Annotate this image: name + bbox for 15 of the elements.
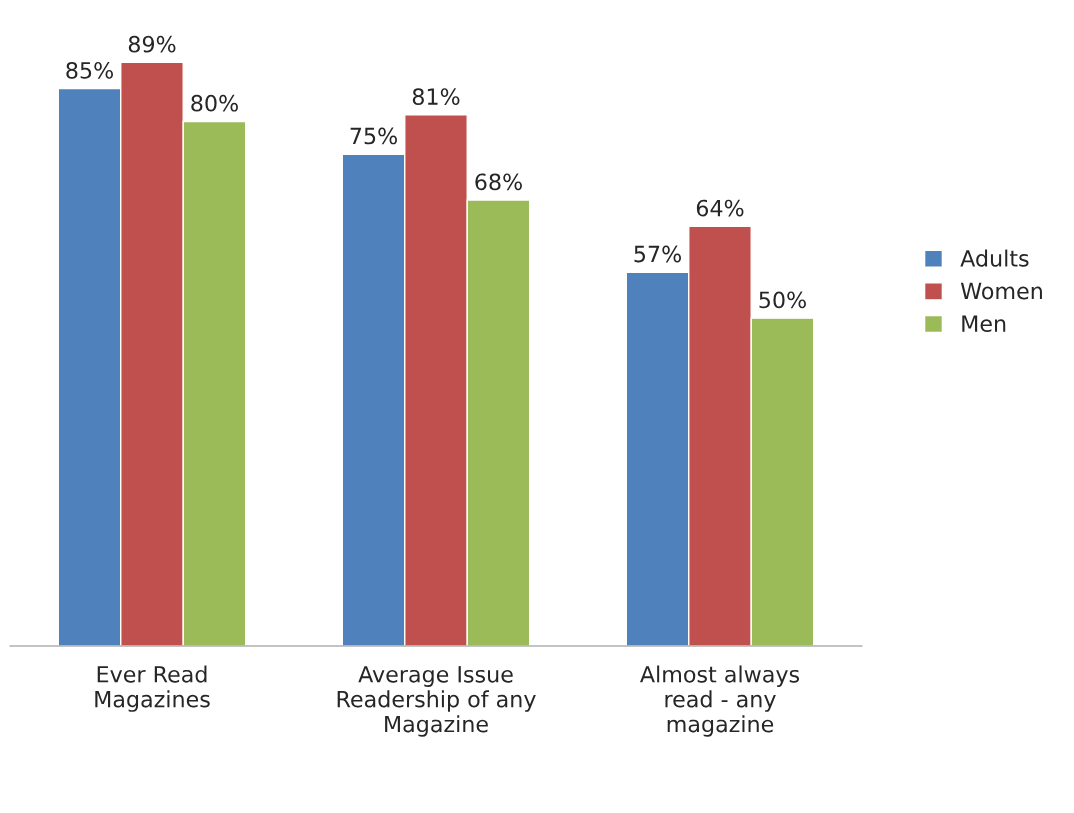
legend-label: Women — [960, 282, 1042, 300]
legend-label: Adults — [960, 249, 1029, 267]
data-label: 85% — [66, 61, 113, 79]
x-tick-label: Average Issue Readership of any Magazine — [337, 666, 536, 737]
legend-label: Men — [962, 315, 1006, 332]
data-label: 64% — [696, 199, 744, 217]
data-label: 68% — [475, 173, 522, 191]
x-tick-label: Almost always read - any magazine — [640, 665, 800, 737]
x-tick-label: Ever Read Magazines — [95, 665, 210, 712]
data-label: 81% — [412, 88, 460, 106]
data-label: 57% — [634, 245, 681, 263]
data-label: 89% — [128, 35, 176, 53]
data-label: 50% — [759, 291, 806, 309]
data-label: 75% — [350, 127, 397, 145]
data-label: 80% — [191, 94, 238, 112]
